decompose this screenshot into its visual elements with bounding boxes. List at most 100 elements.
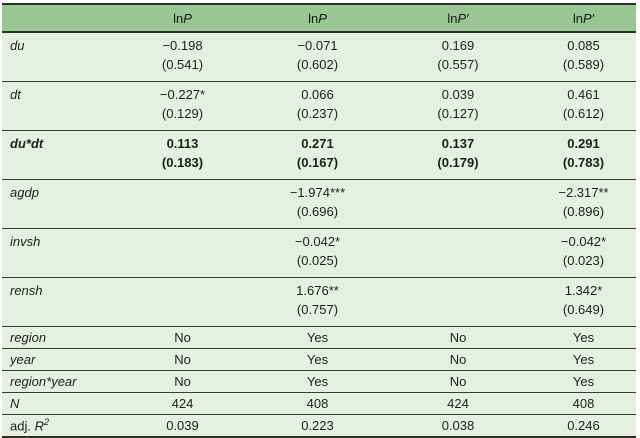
coefficient-cell: 1.676** (0.757) [250,278,385,327]
column-header-lnp-2: lnP [308,10,327,26]
row-label: region [10,330,47,345]
standard-error-value: (0.025) [296,252,339,268]
column-header-lnp-prime-1: lnP′ [447,10,469,26]
standard-error-value: (0.602) [296,56,339,72]
fixed-effect-flag: Yes [572,330,595,345]
table-row-dt: dt −0.227* (0.129) 0.066 (0.237) 0.039 (0.1… [2,81,636,131]
fixed-effect-flag: No [174,352,191,367]
standard-error-value: (0.183) [161,154,204,170]
row-label: N [10,396,20,411]
coefficient-cell: 0.113 (0.183) [115,131,250,180]
coefficient-cell: −0.227* (0.129) [115,82,250,131]
coefficient-cell: 1.342* (0.649) [531,278,636,327]
estimate-value: −0.198 [162,38,203,53]
header-row: lnP lnP lnP′ lnP′ [2,4,636,32]
row-label: invsh [10,234,41,249]
coefficient-cell: −1.974*** (0.696) [250,180,385,229]
fixed-effect-flag: Yes [572,374,595,389]
coefficient-cell: −0.198 (0.541) [115,32,250,82]
standard-error-value: (0.129) [161,105,204,121]
fixed-effect-flag: Yes [306,330,329,345]
table-row-dudt-interaction: du*dt 0.113 (0.183) 0.271 (0.167) 0.137 (0.… [2,130,636,180]
standard-error-value: (0.557) [437,56,479,72]
coefficient-cell: 0.085 (0.589) [531,32,636,82]
coefficient-cell-empty [115,180,250,229]
coefficient-cell: 0.169 (0.557) [385,32,531,82]
estimate-value: 0.271 [301,136,334,151]
observation-count: 408 [572,396,595,411]
observation-count: 424 [171,396,194,411]
coefficient-cell: 0.066 (0.237) [250,82,385,131]
estimate-value: 0.291 [567,136,600,151]
table-row-invsh: invsh −0.042* (0.025) −0.042* (0.023) [2,228,636,278]
estimate-value: 1.342* [564,283,603,298]
standard-error-value: (0.612) [562,105,605,121]
row-label: region*year [10,374,77,389]
estimate-value: −0.042* [294,234,341,249]
coefficient-cell: −2.317** (0.896) [531,180,636,229]
coefficient-cell: 0.461 (0.612) [531,82,636,131]
row-label: adj. R2 [10,417,50,434]
adj-r-squared-value: 0.038 [441,418,475,433]
observation-count: 408 [306,396,329,411]
row-label: year [10,352,36,367]
table-row-year-fe: year No Yes No Yes [2,348,636,371]
fixed-effect-flag: No [174,374,191,389]
row-label: dt [10,87,21,102]
standard-error-value: (0.696) [296,203,339,219]
estimate-value: 0.461 [567,87,600,102]
estimate-value: 0.169 [441,38,475,53]
row-label: rensh [10,283,43,298]
estimate-value: −0.042* [560,234,607,249]
table-row-du: du −0.198 (0.541) −0.071 (0.602) 0.169 (0.5… [2,32,636,82]
row-label: du*dt [10,136,44,151]
estimate-value: 1.676** [296,283,339,298]
column-header-lnp-1: lnP [173,10,192,26]
coefficient-cell: 0.271 (0.167) [250,131,385,180]
adj-r-squared-value: 0.246 [567,418,600,433]
standard-error-value: (0.179) [437,154,479,170]
estimate-value: 0.066 [301,87,334,102]
adj-r-squared-value: 0.223 [301,418,334,433]
standard-error-value: (0.649) [562,301,605,317]
coefficient-cell-empty [385,278,531,327]
header-corner-cell [2,4,115,32]
fixed-effect-flag: No [174,330,191,345]
table-row-agdp: agdp −1.974*** (0.696) −2.317** (0.896) [2,179,636,229]
coefficient-cell-empty [115,229,250,278]
row-label: du [10,38,25,53]
standard-error-value: (0.589) [562,56,605,72]
table-row-adj-r-squared: adj. R2 0.039 0.223 0.038 0.246 [2,414,636,437]
standard-error-value: (0.783) [562,154,605,170]
coefficient-cell: 0.039 (0.127) [385,82,531,131]
standard-error-value: (0.757) [296,301,339,317]
coefficient-cell: −0.071 (0.602) [250,32,385,82]
coefficient-cell: −0.042* (0.025) [250,229,385,278]
coefficient-cell: 0.291 (0.783) [531,131,636,180]
estimate-value: −1.974*** [289,185,346,200]
column-header-lnp-prime-2: lnP′ [572,10,595,26]
estimate-value: 0.113 [166,136,199,151]
fixed-effect-flag: Yes [306,374,329,389]
table-row-region-fe: region No Yes No Yes [2,326,636,349]
estimate-value: −2.317** [558,185,609,200]
fixed-effect-flag: Yes [572,352,595,367]
coefficient-cell: 0.137 (0.179) [385,131,531,180]
estimate-value: 0.137 [441,136,475,151]
estimate-value: 0.085 [567,38,600,53]
adj-r-squared-value: 0.039 [166,418,199,433]
standard-error-value: (0.167) [296,154,339,170]
fixed-effect-flag: No [449,330,467,345]
standard-error-value: (0.896) [562,203,605,219]
standard-error-value: (0.023) [562,252,605,268]
standard-error-value: (0.237) [296,105,339,121]
standard-error-value: (0.127) [437,105,479,121]
estimate-value: −0.227* [159,87,206,102]
regression-results-table: lnP lnP lnP′ lnP′ du −0.198 (0.541) −0.07… [2,3,636,438]
observation-count: 424 [447,396,469,411]
fixed-effect-flag: Yes [306,352,329,367]
table-row-observations: N 424 408 424 408 [2,392,636,415]
coefficient-cell-empty [385,229,531,278]
table-row-rensh: rensh 1.676** (0.757) 1.342* (0.649) [2,277,636,327]
coefficient-cell-empty [115,278,250,327]
